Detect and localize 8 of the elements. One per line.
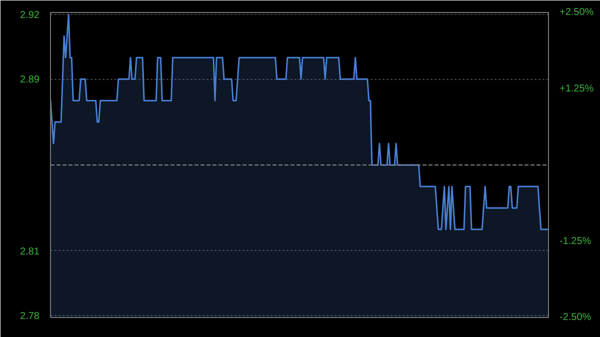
- y-tick-label: 2.89: [20, 74, 40, 86]
- y-tick-label: 2.78: [20, 310, 40, 322]
- y2-tick-label: +1.25%: [560, 83, 594, 94]
- y2-tick-label: -2.50%: [560, 312, 592, 323]
- y2-tick-label: -1.25%: [560, 236, 592, 247]
- y-tick-label: 2.92: [20, 10, 40, 22]
- y2-tick-label: +2.50%: [560, 7, 594, 18]
- y-tick-label: 2.81: [20, 246, 40, 258]
